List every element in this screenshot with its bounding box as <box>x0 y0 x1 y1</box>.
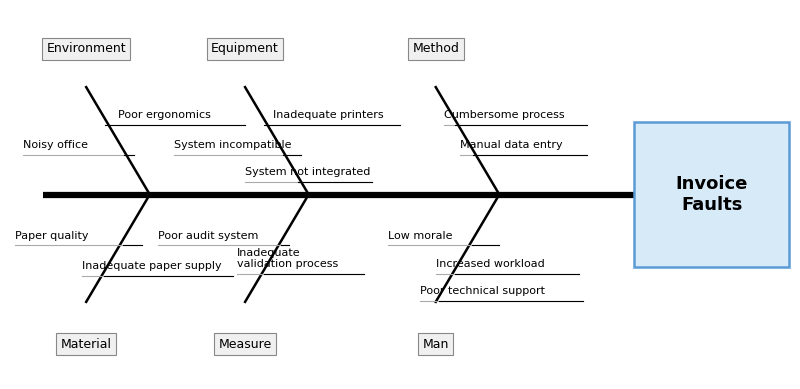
Text: Poor technical support: Poor technical support <box>420 286 545 296</box>
Text: Inadequate paper supply: Inadequate paper supply <box>82 261 222 271</box>
Text: Equipment: Equipment <box>211 42 279 55</box>
Text: Measure: Measure <box>218 338 272 350</box>
Text: Manual data entry: Manual data entry <box>459 140 562 151</box>
Text: Increased workload: Increased workload <box>436 259 545 269</box>
Text: Poor ergonomics: Poor ergonomics <box>118 110 211 120</box>
Text: Cumbersome process: Cumbersome process <box>444 110 564 120</box>
Text: Method: Method <box>412 42 459 55</box>
FancyBboxPatch shape <box>634 122 790 267</box>
Text: Inadequate printers: Inadequate printers <box>273 110 383 120</box>
Text: System incompatible: System incompatible <box>174 140 291 151</box>
Text: Material: Material <box>61 338 112 350</box>
Text: Low morale: Low morale <box>388 231 453 240</box>
Text: System not integrated: System not integrated <box>245 167 370 177</box>
Text: Environment: Environment <box>46 42 126 55</box>
Text: Noisy office: Noisy office <box>22 140 88 151</box>
Text: Poor audit system: Poor audit system <box>158 231 258 240</box>
Text: Paper quality: Paper quality <box>14 231 88 240</box>
Text: Invoice
Faults: Invoice Faults <box>676 175 748 214</box>
Text: Man: Man <box>422 338 449 350</box>
Text: Inadequate
validation process: Inadequate validation process <box>237 248 338 269</box>
